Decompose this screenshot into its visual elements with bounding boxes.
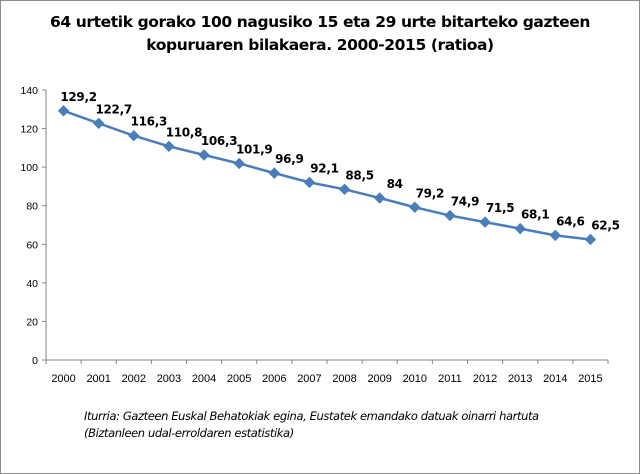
x-tick-label: 2004 [192, 373, 216, 385]
x-tick-label: 2010 [403, 373, 427, 385]
y-axis-ticks: 0 20 40 60 80 100 120 140 [20, 85, 46, 367]
data-point-marker [128, 130, 140, 142]
data-point-marker [444, 209, 456, 222]
data-label: 92,1 [310, 161, 338, 175]
data-label: 106,3 [201, 134, 237, 148]
data-point-marker [549, 229, 562, 242]
data-label: 79,2 [416, 186, 444, 200]
y-tick-label: 20 [26, 316, 38, 328]
data-point-marker [233, 157, 245, 170]
y-tick-label: 80 [26, 201, 38, 213]
data-label: 62,5 [591, 218, 619, 232]
x-tick-label: 2000 [51, 373, 75, 385]
x-tick-label: 2015 [578, 373, 602, 385]
x-tick-label: 2002 [122, 373, 146, 385]
data-point-marker [163, 140, 175, 153]
data-point-marker [303, 176, 316, 189]
chart-title-line-1: 64 urtetik gorako 100 nagusiko 15 eta 29… [50, 13, 590, 31]
series [57, 105, 597, 246]
data-label: 122,7 [95, 102, 131, 116]
x-tick-label: 2001 [86, 373, 110, 385]
y-tick-label: 60 [26, 239, 38, 251]
data-point-marker [198, 149, 210, 161]
source-note-line-1: Iturria: Gazteen Euskal Behatokiak egina… [84, 409, 539, 423]
data-label: 129,2 [60, 90, 96, 104]
series-line [63, 109, 591, 241]
source-note: Iturria: Gazteen Euskal Behatokiak egina… [84, 408, 539, 442]
data-point-marker [92, 117, 105, 130]
data-label: 116,3 [131, 115, 167, 129]
y-tick-label: 0 [32, 355, 38, 367]
x-tick-label: 2013 [508, 373, 532, 385]
data-label: 88,5 [345, 168, 373, 182]
y-tick-label: 140 [20, 85, 38, 97]
data-point-marker [268, 167, 281, 179]
y-tick-label: 120 [20, 124, 38, 136]
x-tick-label: 2012 [473, 373, 497, 385]
data-label: 110,8 [166, 125, 202, 139]
x-tick-label: 2005 [227, 373, 251, 385]
data-label: 96,9 [275, 152, 303, 166]
x-tick-label: 2011 [438, 373, 462, 385]
x-tick-label: 2008 [332, 373, 356, 385]
data-label: 101,9 [236, 142, 272, 156]
data-label: 74,9 [451, 195, 479, 209]
data-point-marker [584, 233, 597, 246]
data-point-marker [479, 216, 491, 228]
y-tick-label: 40 [26, 278, 38, 290]
x-axis-ticks: 2000 2001 2002 2003 2004 2005 2006 2007 2008 2009… [45, 360, 609, 385]
chart-title: 64 urtetik gorako 100 nagusiko 15 eta 29… [0, 11, 640, 57]
x-tick-label: 2014 [543, 373, 567, 385]
data-label: 68,1 [521, 208, 549, 222]
data-point-marker [514, 222, 526, 235]
x-tick-label: 2006 [262, 373, 286, 385]
data-point-marker [57, 105, 70, 117]
y-tick-label: 100 [20, 162, 38, 174]
data-point-marker [373, 192, 386, 204]
x-tick-label: 2003 [157, 373, 181, 385]
data-point-marker [409, 201, 421, 213]
data-label: 71,5 [486, 201, 514, 215]
chart-title-line-2: kopuruaren bilakaera. 2000-2015 (ratioa) [146, 36, 494, 54]
source-note-line-2: (Biztanleen udal-erroldaren estatistika) [84, 426, 294, 440]
data-label: 84 [387, 177, 403, 191]
x-tick-label: 2007 [297, 373, 321, 385]
data-label: 64,6 [556, 214, 584, 228]
data-point-marker [338, 183, 351, 196]
x-tick-label: 2009 [367, 373, 391, 385]
axes [45, 90, 608, 361]
